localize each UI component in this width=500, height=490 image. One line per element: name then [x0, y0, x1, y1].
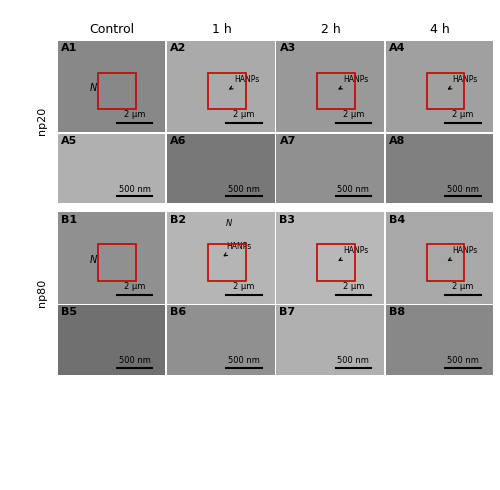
Text: 500 nm: 500 nm [118, 356, 150, 365]
Text: B7: B7 [280, 307, 295, 318]
Text: 4 h: 4 h [430, 23, 450, 36]
Text: 2 μm: 2 μm [452, 282, 473, 291]
Text: B1: B1 [60, 215, 77, 225]
Bar [426, 244, 465, 281]
Text: B3: B3 [280, 215, 295, 225]
Text: 500 nm: 500 nm [447, 356, 478, 365]
Text: B2: B2 [170, 215, 186, 225]
Text: 2 μm: 2 μm [452, 110, 473, 120]
Text: 2 μm: 2 μm [234, 110, 254, 120]
Text: np80: np80 [37, 279, 47, 307]
Text: N: N [226, 219, 232, 228]
Bar [317, 244, 355, 281]
Bar [98, 244, 136, 281]
Text: 500 nm: 500 nm [228, 356, 260, 365]
Text: 2 μm: 2 μm [342, 282, 364, 291]
Text: B4: B4 [389, 215, 405, 225]
Text: B6: B6 [170, 307, 186, 318]
Text: 2 μm: 2 μm [234, 282, 254, 291]
Text: A5: A5 [60, 136, 77, 146]
Text: 500 nm: 500 nm [338, 185, 370, 194]
Text: HANPs: HANPs [339, 246, 368, 261]
Text: HANPs: HANPs [448, 75, 478, 89]
Text: A6: A6 [170, 136, 186, 146]
Text: A4: A4 [389, 44, 406, 53]
Text: B5: B5 [60, 307, 76, 318]
Text: 500 nm: 500 nm [228, 185, 260, 194]
Text: 500 nm: 500 nm [338, 356, 370, 365]
Text: HANPs: HANPs [448, 246, 478, 261]
Text: N: N [90, 83, 97, 93]
Text: HANPs: HANPs [230, 75, 259, 89]
Text: 2 μm: 2 μm [342, 110, 364, 120]
Text: B8: B8 [389, 307, 405, 318]
Text: A2: A2 [170, 44, 186, 53]
Text: 2 μm: 2 μm [124, 110, 146, 120]
Text: 500 nm: 500 nm [447, 185, 478, 194]
Bar [426, 73, 465, 109]
Text: HANPs: HANPs [224, 242, 252, 256]
Text: 2 h: 2 h [321, 23, 341, 36]
Text: 2 μm: 2 μm [124, 282, 146, 291]
Text: np20: np20 [37, 107, 47, 135]
Text: HANPs: HANPs [339, 75, 368, 89]
Bar [317, 73, 355, 109]
Text: N: N [90, 255, 97, 265]
Text: A7: A7 [280, 136, 296, 146]
Text: A8: A8 [389, 136, 405, 146]
Text: A3: A3 [280, 44, 295, 53]
Text: 1 h: 1 h [212, 23, 232, 36]
Text: A1: A1 [60, 44, 77, 53]
Text: Control: Control [90, 23, 135, 36]
Bar [208, 73, 246, 109]
Bar [208, 244, 246, 281]
Text: 500 nm: 500 nm [118, 185, 150, 194]
Bar [98, 73, 136, 109]
